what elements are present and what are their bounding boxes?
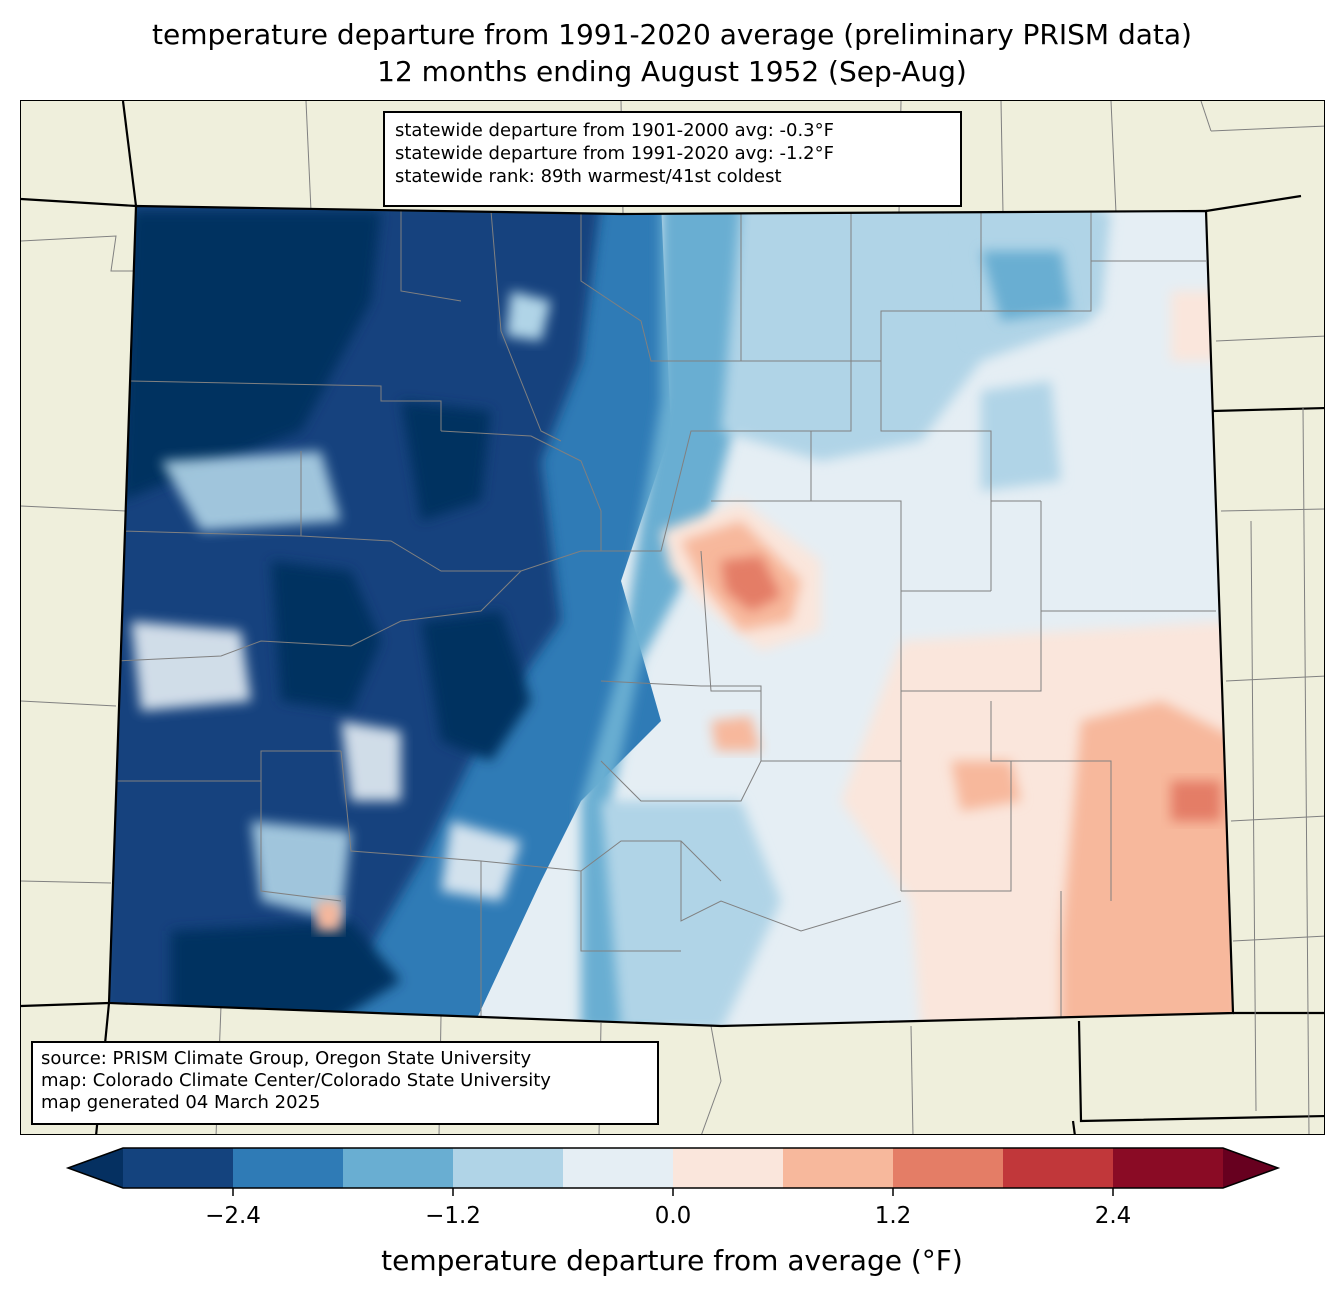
colorado-county-lines xyxy=(111,210,1216,1021)
stats-departure-1901-2000: statewide departure from 1901-2000 avg: … xyxy=(395,120,834,141)
source-credits-box: source: PRISM Climate Group, Oregon Stat… xyxy=(31,1041,659,1125)
map-title-line2: 12 months ending August 1952 (Sep-Aug) xyxy=(377,55,967,88)
colorbar: −2.4 −1.2 0.0 1.2 2.4 xyxy=(65,1147,1281,1229)
colorbar-over-arrow xyxy=(1223,1148,1278,1188)
colorbar-bin xyxy=(783,1148,894,1188)
source-line: source: PRISM Climate Group, Oregon Stat… xyxy=(41,1048,532,1069)
map-credit-line: map: Colorado Climate Center/Colorado St… xyxy=(41,1070,551,1091)
colorbar-bin xyxy=(1113,1148,1224,1188)
colorbar-bin xyxy=(1003,1148,1114,1188)
map-generated-line: map generated 04 March 2025 xyxy=(41,1092,321,1113)
colorbar-tick-label: 1.2 xyxy=(875,1203,912,1229)
colorbar-bin xyxy=(233,1148,344,1188)
colorbar-bin xyxy=(893,1148,1004,1188)
colorbar-under-arrow xyxy=(68,1148,123,1188)
colorbar-bin xyxy=(343,1148,454,1188)
stats-departure-1991-2020: statewide departure from 1991-2020 avg: … xyxy=(395,143,834,164)
temperature-field xyxy=(109,206,1233,1026)
colorbar-tick-label: −1.2 xyxy=(425,1203,481,1229)
statewide-stats-box: statewide departure from 1901-2000 avg: … xyxy=(383,111,962,207)
stats-rank: statewide rank: 89th warmest/41st coldes… xyxy=(395,166,782,187)
map-frame xyxy=(20,100,1325,1135)
colorbar-bin xyxy=(123,1148,234,1188)
map-title-line1: temperature departure from 1991-2020 ave… xyxy=(152,18,1192,51)
colorbar-bin xyxy=(453,1148,564,1188)
colorbar-tick-label: −2.4 xyxy=(205,1203,261,1229)
map-canvas xyxy=(21,101,1324,1134)
colorbar-bin xyxy=(673,1148,784,1188)
colorbar-tick-label: 0.0 xyxy=(655,1203,692,1229)
colorbar-tick-label: 2.4 xyxy=(1095,1203,1132,1229)
colorbar-label: temperature departure from average (°F) xyxy=(381,1244,963,1277)
colorbar-bin xyxy=(563,1148,674,1188)
colorado-boundary xyxy=(107,204,1235,1028)
colorbar-outline xyxy=(65,1147,1281,1189)
